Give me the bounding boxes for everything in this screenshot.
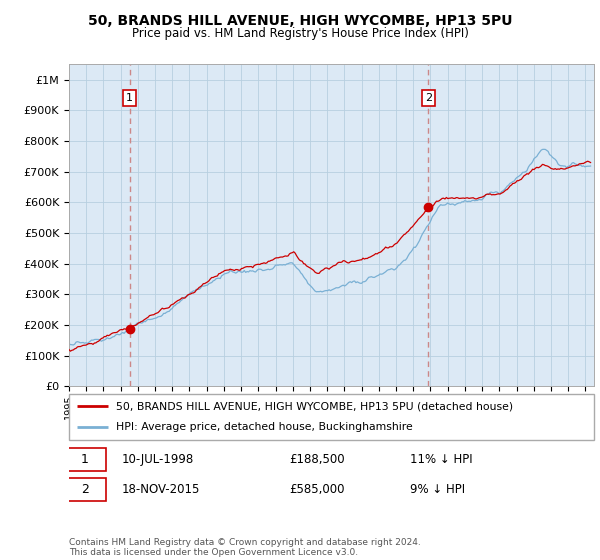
Text: 18-NOV-2015: 18-NOV-2015	[121, 483, 200, 496]
Text: £585,000: £585,000	[290, 483, 345, 496]
Text: 1: 1	[81, 452, 89, 466]
Text: Price paid vs. HM Land Registry's House Price Index (HPI): Price paid vs. HM Land Registry's House …	[131, 27, 469, 40]
Text: 50, BRANDS HILL AVENUE, HIGH WYCOMBE, HP13 5PU: 50, BRANDS HILL AVENUE, HIGH WYCOMBE, HP…	[88, 14, 512, 28]
FancyBboxPatch shape	[64, 478, 106, 501]
Text: 9% ↓ HPI: 9% ↓ HPI	[410, 483, 466, 496]
FancyBboxPatch shape	[64, 448, 106, 471]
Text: £188,500: £188,500	[290, 452, 345, 466]
Text: Contains HM Land Registry data © Crown copyright and database right 2024.
This d: Contains HM Land Registry data © Crown c…	[69, 538, 421, 557]
Text: 2: 2	[425, 93, 432, 103]
Text: 50, BRANDS HILL AVENUE, HIGH WYCOMBE, HP13 5PU (detached house): 50, BRANDS HILL AVENUE, HIGH WYCOMBE, HP…	[116, 401, 514, 411]
Text: 11% ↓ HPI: 11% ↓ HPI	[410, 452, 473, 466]
Text: 1: 1	[126, 93, 133, 103]
Text: 10-JUL-1998: 10-JUL-1998	[121, 452, 194, 466]
Text: HPI: Average price, detached house, Buckinghamshire: HPI: Average price, detached house, Buck…	[116, 422, 413, 432]
Text: 2: 2	[81, 483, 89, 496]
